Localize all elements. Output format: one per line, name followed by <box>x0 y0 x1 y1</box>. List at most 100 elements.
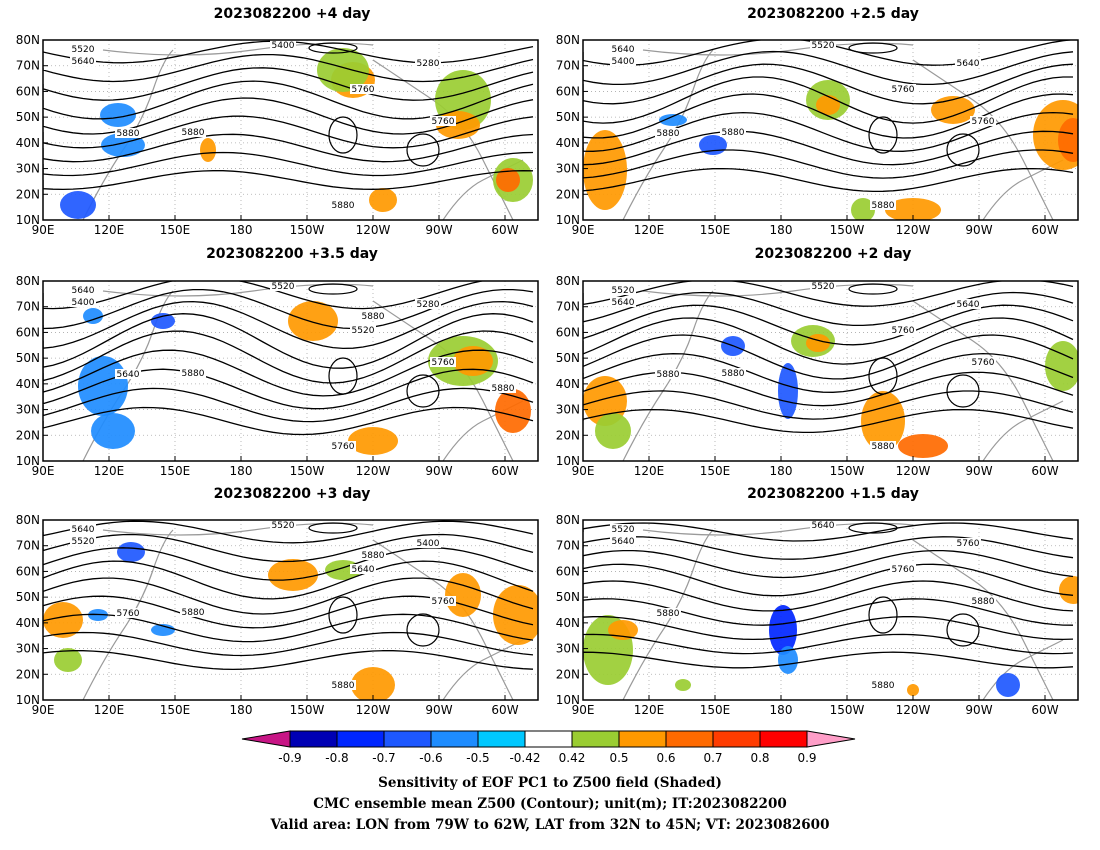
contour-label: 5640 <box>352 565 375 575</box>
x-tick-label: 120E <box>634 703 665 717</box>
sensitivity-shading <box>1045 341 1078 391</box>
sensitivity-shading <box>898 434 948 458</box>
x-tick-label: 150W <box>830 703 865 717</box>
contour-label: 5640 <box>612 537 635 547</box>
z500-contour <box>43 547 534 581</box>
z500-contour <box>583 616 1074 641</box>
z500-contour <box>583 633 1074 655</box>
y-tick-label: 80N <box>16 274 40 288</box>
x-tick-label: 90E <box>572 223 595 237</box>
z500-contour <box>43 520 534 544</box>
coastline <box>442 639 524 700</box>
z500-closed-contour <box>946 133 980 167</box>
x-tick-label: 150E <box>160 464 191 478</box>
y-tick-label: 40N <box>556 616 580 630</box>
z500-contour <box>43 631 534 657</box>
colorbar-label: -0.8 <box>325 751 348 765</box>
sensitivity-shading <box>348 427 398 455</box>
y-tick-label: 60N <box>16 84 40 98</box>
contour-label-bg <box>970 357 996 367</box>
contour-label-bg <box>330 441 356 451</box>
sensitivity-shading <box>288 301 338 341</box>
x-tick-label: 120E <box>94 464 125 478</box>
contour-label: 5640 <box>72 57 95 67</box>
sensitivity-shading <box>268 559 318 591</box>
y-tick-label: 60N <box>556 84 580 98</box>
colorbar-label: 0.8 <box>750 751 769 765</box>
y-tick-label: 40N <box>16 377 40 391</box>
z500-contour <box>43 288 534 330</box>
contour-label: 5760 <box>352 85 375 95</box>
map-panel-3: 5520 5640 5400 5280 5520 5640 5760 5760 5880 5880… <box>16 274 539 478</box>
y-tick-label: 60N <box>16 564 40 578</box>
coastline <box>622 529 714 700</box>
contour-label-bg <box>70 297 96 307</box>
contour-label: 5400 <box>272 41 295 51</box>
colorbar-segment <box>289 730 338 748</box>
contour-label: 5760 <box>892 85 915 95</box>
panel-title-1: 2023082200 +4 day <box>213 6 371 22</box>
z500-contour <box>583 149 1074 179</box>
contour-label: 5760 <box>892 326 915 336</box>
sensitivity-shading <box>351 667 395 700</box>
colorbar-label: 0.9 <box>797 751 816 765</box>
z500-contour <box>583 651 1074 669</box>
y-tick-label: 80N <box>16 33 40 47</box>
z500-contour <box>43 281 486 310</box>
z500-contour <box>43 560 534 600</box>
sensitivity-shading <box>117 542 145 562</box>
z500-contour <box>583 580 1074 612</box>
y-tick-label: 70N <box>16 539 40 553</box>
contour-label: 5640 <box>117 370 140 380</box>
contour-label: 5880 <box>332 681 355 691</box>
contour-label: 5280 <box>417 300 440 310</box>
contour-label: 5880 <box>972 597 995 607</box>
contour-label-bg <box>610 297 636 307</box>
z500-contour <box>43 115 534 149</box>
colorbar-label: -0.42 <box>509 751 540 765</box>
contour-label: 5760 <box>892 565 915 575</box>
contour-label-bg <box>810 281 836 291</box>
map-panel-6: 5640 5520 5640 5760 5760 5880 5880 5880 90E 120E 1… <box>556 513 1079 717</box>
contour-label: 5400 <box>72 298 95 308</box>
contour-label: 5520 <box>272 282 295 292</box>
contour-label-bg <box>655 608 681 618</box>
contour-label: 5880 <box>182 369 205 379</box>
x-tick-label: 180 <box>230 223 253 237</box>
contour-label: 5880 <box>657 129 680 139</box>
coastline <box>912 300 1054 461</box>
x-tick-label: 90E <box>572 464 595 478</box>
y-tick-label: 80N <box>556 274 580 288</box>
x-tick-label: 120W <box>896 223 931 237</box>
x-tick-label: 180 <box>770 703 793 717</box>
contour-label: 5280 <box>417 59 440 69</box>
colorbar-segment <box>477 730 526 748</box>
z500-contour <box>583 130 1074 166</box>
x-tick-label: 180 <box>230 464 253 478</box>
x-tick-label: 60W <box>1031 223 1058 237</box>
sensitivity-shading <box>60 191 96 219</box>
z500-closed-contour <box>946 613 980 647</box>
x-tick-label: 120E <box>94 223 125 237</box>
contour-label: 5880 <box>872 201 895 211</box>
map-panel-5: 5520 5640 5520 5400 5640 5760 5760 5880 5880 5880… <box>16 513 539 717</box>
z500-closed-contour <box>868 116 898 154</box>
contour-label-bg <box>655 128 681 138</box>
y-tick-label: 30N <box>16 642 40 656</box>
contour-label: 5880 <box>182 128 205 138</box>
sensitivity-shading <box>675 679 691 691</box>
contour-label-bg <box>330 680 356 690</box>
contour-label-bg <box>870 441 896 451</box>
z500-closed-contour <box>406 374 440 408</box>
contour-label-bg <box>330 200 356 210</box>
z500-contour <box>583 317 1074 365</box>
sensitivity-shading <box>778 363 798 419</box>
z500-contour <box>43 313 534 369</box>
x-tick-label: 120W <box>896 703 931 717</box>
panel-title-5: 2023082200 +3 day <box>213 486 371 502</box>
z500-contour <box>583 352 1074 393</box>
x-tick-label: 120W <box>896 464 931 478</box>
colorbar-segment <box>618 730 667 748</box>
x-tick-label: 120W <box>356 464 391 478</box>
